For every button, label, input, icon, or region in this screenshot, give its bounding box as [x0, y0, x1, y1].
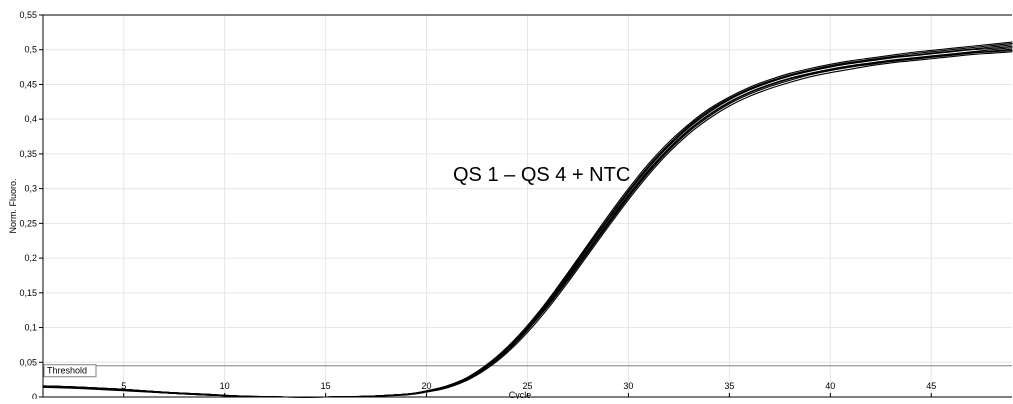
grid	[43, 14, 1012, 397]
x-tick-label: 25	[522, 381, 532, 391]
y-tick-label: 0,4	[24, 114, 37, 124]
y-tick-label: 0,05	[19, 357, 37, 367]
x-tick-label: 15	[321, 381, 331, 391]
y-tick-label: 0,55	[19, 10, 37, 20]
y-tick-label: 0,25	[19, 218, 37, 228]
x-axis-title: Cycle	[509, 390, 532, 399]
y-tick-label: 0,35	[19, 149, 37, 159]
y-ticks: 0 0,05 0,1 0,15 0,2 0,25 0,3 0,35 0,4 0,45 0,5 0,55	[19, 10, 43, 402]
series-line-8	[42, 48, 1013, 398]
x-tick-label: 5	[121, 381, 126, 391]
y-tick-label: 0	[32, 392, 37, 399]
x-tick-label: 35	[724, 381, 734, 391]
y-axis-title: Norm. Fluoro.	[8, 178, 18, 233]
y-tick-label: 0,45	[19, 79, 37, 89]
y-tick-label: 0,3	[24, 184, 37, 194]
x-tick-label: 20	[422, 381, 432, 391]
y-tick-label: 0,1	[24, 323, 37, 333]
x-tick-label: 30	[623, 381, 633, 391]
threshold-label: Threshold	[47, 366, 87, 376]
threshold-label-box	[43, 364, 97, 378]
y-tick-label: 0,5	[24, 45, 37, 55]
x-ticks: 5 10 15 20 25 30 35 40 45	[121, 381, 936, 397]
x-tick-label: 40	[825, 381, 835, 391]
threshold: Threshold	[43, 364, 1012, 378]
series	[42, 41, 1013, 398]
y-tick-label: 0,15	[19, 288, 37, 298]
y-tick-label: 0,2	[24, 253, 37, 263]
x-tick-label: 10	[220, 381, 230, 391]
chart-annotation: QS 1 – QS 4 + NTC	[453, 164, 630, 186]
x-tick-label: 45	[926, 381, 936, 391]
